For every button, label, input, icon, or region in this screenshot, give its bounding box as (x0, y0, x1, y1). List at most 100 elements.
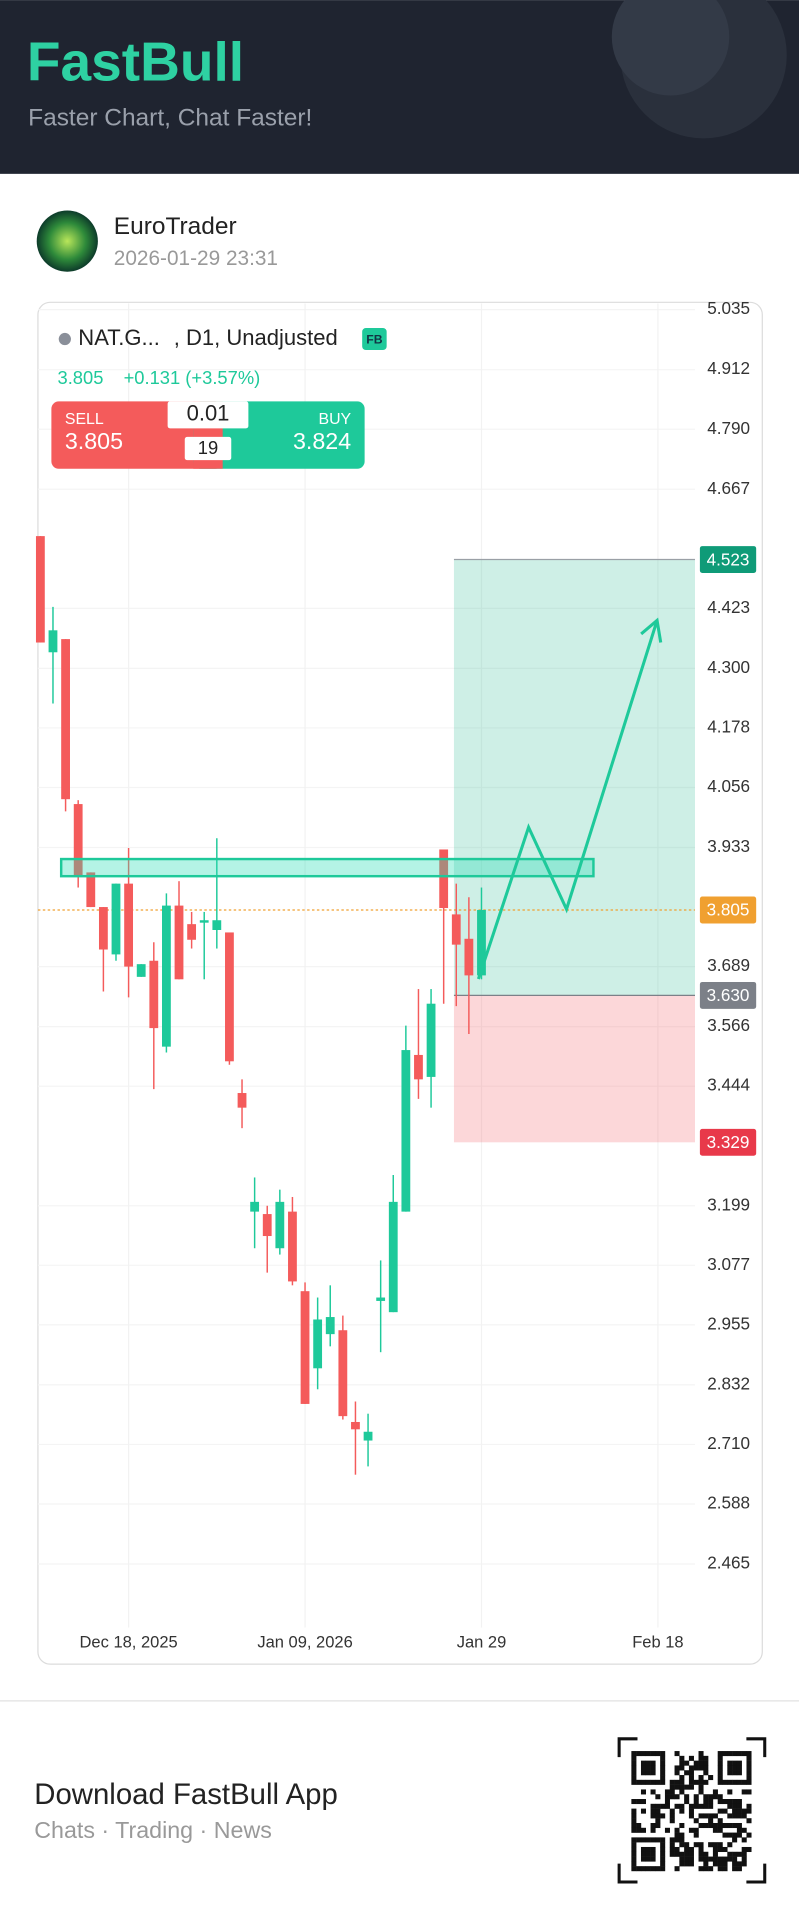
qr-module (669, 1808, 675, 1814)
qr-module (727, 1822, 733, 1829)
qr-module (631, 1760, 637, 1766)
qr-module (712, 1842, 718, 1848)
qr-module (660, 1837, 666, 1843)
qr-module (741, 1813, 747, 1819)
qr-module (746, 1808, 752, 1814)
qr-module (727, 1765, 733, 1771)
candle-body (363, 1431, 373, 1441)
avatar[interactable] (36, 210, 98, 272)
qr-module (674, 1851, 680, 1857)
qr-module (722, 1856, 728, 1862)
qr-module (717, 1842, 723, 1848)
candle-body (300, 1291, 310, 1404)
qr-module (640, 1751, 647, 1757)
qr-module (741, 1779, 747, 1785)
user-name[interactable]: EuroTrader (114, 213, 237, 240)
qr-module (688, 1846, 694, 1853)
candle-body (61, 639, 70, 800)
qr-module (741, 1846, 747, 1853)
qr-module (732, 1765, 738, 1771)
price-change: +0.131 (+3.57%) (124, 367, 261, 388)
qr-module (640, 1856, 647, 1862)
qr-module (708, 1856, 714, 1862)
qr-module (640, 1808, 647, 1814)
candle-body (250, 1201, 260, 1212)
qr-module (669, 1789, 675, 1795)
qr-module (717, 1799, 723, 1805)
qr-module (722, 1779, 728, 1785)
qr-module (669, 1813, 675, 1819)
candle-body (262, 1214, 272, 1237)
qr-module (698, 1851, 704, 1857)
qr-module (655, 1822, 661, 1829)
qr-module (698, 1760, 704, 1766)
qr-module (640, 1779, 647, 1785)
qr-module (674, 1837, 680, 1843)
qr-module (650, 1837, 656, 1843)
qr-module (684, 1794, 690, 1800)
qr-module (650, 1813, 656, 1819)
qr-module (722, 1751, 728, 1757)
last-price: 3.805 (58, 367, 104, 388)
qr-module (693, 1794, 699, 1800)
arrow-head (640, 617, 663, 643)
qr-module (732, 1832, 738, 1838)
qr-module (640, 1846, 647, 1853)
qr-module (631, 1770, 637, 1776)
lot-box[interactable] (167, 401, 249, 429)
status-dot (58, 332, 71, 346)
qr-module (732, 1861, 738, 1867)
qr-module (722, 1846, 728, 1853)
y-tick-label: 4.300 (707, 657, 750, 677)
qr-module (746, 1789, 752, 1795)
qr-module (660, 1770, 666, 1776)
candle-body (464, 938, 474, 976)
x-tick-label: Jan 09, 2026 (257, 1634, 352, 1652)
qr-code[interactable] (631, 1751, 752, 1872)
qr-module (732, 1866, 738, 1872)
qr-module (631, 1851, 637, 1857)
qr-module (741, 1851, 747, 1857)
qr-module (636, 1799, 642, 1805)
qr-module (655, 1813, 661, 1819)
candle-body (288, 1211, 297, 1282)
qr-module (693, 1827, 699, 1833)
qr-module (746, 1751, 752, 1757)
qr-module (660, 1861, 666, 1867)
qr-module (679, 1775, 685, 1781)
post-time: 2026-01-29 23:31 (114, 247, 278, 270)
qr-module (650, 1751, 656, 1757)
qr-module (679, 1842, 685, 1848)
qr-module (650, 1846, 656, 1853)
buy-label: BUY (318, 411, 351, 428)
qr-module (712, 1813, 718, 1819)
y-tick-label: 2.710 (707, 1433, 750, 1453)
qr-module (717, 1760, 723, 1766)
qr-module (727, 1851, 733, 1857)
qr-module (717, 1861, 723, 1867)
qr-module (703, 1799, 709, 1805)
qr-module (708, 1842, 714, 1848)
price-badge (699, 1128, 757, 1156)
qr-module (640, 1799, 647, 1805)
footer-title: Download FastBull App (34, 1778, 338, 1811)
qr-module (640, 1765, 647, 1771)
qr-module (650, 1808, 656, 1814)
qr-module (703, 1813, 709, 1819)
qr-module (631, 1846, 637, 1853)
qr-module (717, 1775, 723, 1781)
qr-module (693, 1842, 699, 1848)
qr-module (655, 1794, 661, 1800)
qr-module (698, 1789, 704, 1795)
qr-module (732, 1751, 738, 1757)
qr-module (674, 1794, 680, 1800)
y-tick-label: 4.178 (707, 716, 750, 736)
symbol[interactable]: NAT.G... (78, 325, 160, 350)
qr-module (708, 1799, 714, 1805)
price-badge-label: 3.630 (707, 985, 750, 1005)
plot: 5.035 4.912 4.790 4.667 4.423 4.300 4.178 4.056… (35, 298, 757, 1652)
qr-module (674, 1803, 680, 1809)
qr-module (727, 1789, 733, 1795)
price-badge (699, 981, 757, 1009)
